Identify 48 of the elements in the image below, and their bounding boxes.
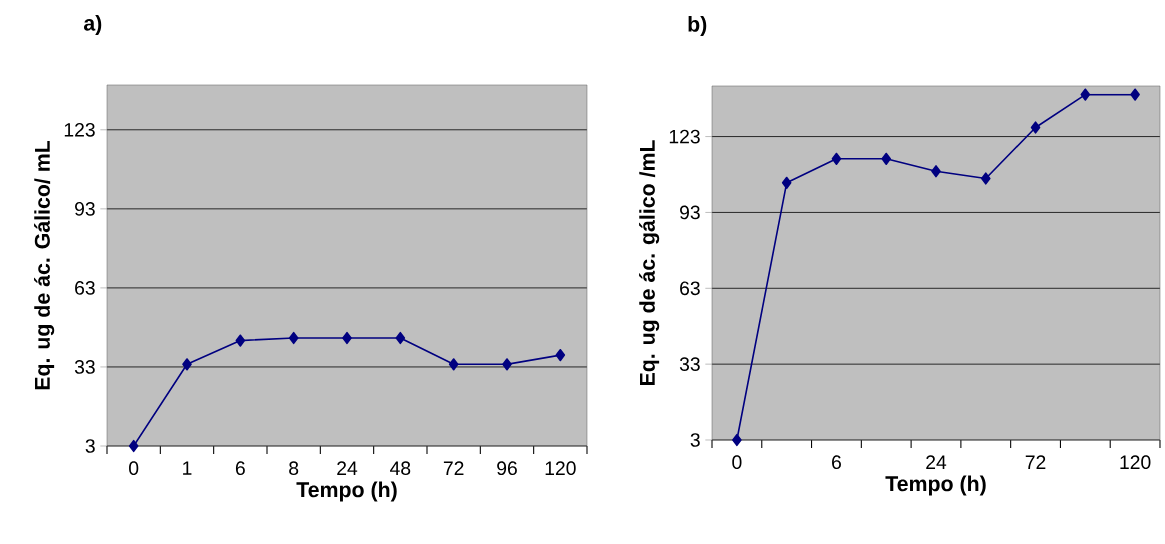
y-tick-label: 123: [669, 129, 700, 144]
point: [235, 334, 246, 347]
point: [881, 152, 892, 165]
point: [1080, 88, 1091, 101]
point: [555, 348, 566, 362]
chart-title: a): [83, 15, 102, 35]
x-tick-label: 8: [289, 461, 299, 476]
y-tick-label: 63: [75, 281, 95, 295]
x-axis-title: Tempo (h): [885, 475, 986, 496]
x-tick-label: 0: [732, 455, 742, 470]
point: [831, 152, 842, 165]
x-tick-label: 120: [545, 461, 576, 476]
point: [342, 331, 352, 345]
x-tick-label: 6: [832, 455, 841, 470]
point: [182, 358, 192, 371]
y-axis-title: Eq. ug de ác. Gálico/ mL: [34, 140, 55, 390]
y-tick-label: 123: [64, 122, 95, 137]
x-tick-label: 24: [926, 455, 947, 469]
x-tick-label: 6: [235, 461, 245, 476]
x-tick-label: 72: [1025, 455, 1046, 469]
x-tick-label: 120: [1120, 455, 1151, 470]
chart-title: b): [688, 16, 707, 36]
point: [288, 331, 299, 345]
point: [781, 176, 792, 189]
point: [980, 172, 991, 185]
y-tick-label: 63: [680, 281, 700, 296]
x-tick-label: 24: [337, 461, 358, 475]
x-tick-label: 1: [183, 461, 192, 475]
point: [732, 433, 742, 447]
point: [502, 358, 512, 371]
point: [128, 439, 139, 453]
y-tick-label: 33: [74, 360, 95, 374]
point: [395, 331, 406, 345]
point: [448, 358, 459, 371]
point: [1030, 121, 1041, 134]
x-tick-label: 96: [497, 461, 517, 476]
x-tick-label: 72: [443, 461, 464, 475]
point: [931, 165, 941, 178]
y-tick-label: 93: [75, 201, 95, 216]
y-tick-label: 3: [85, 439, 95, 453]
x-tick-label: 0: [129, 461, 139, 476]
y-tick-label: 33: [679, 357, 700, 371]
x-tick-label: 48: [390, 461, 411, 476]
x-axis-title: Tempo (h): [296, 481, 397, 502]
y-tick-label: 3: [690, 433, 700, 447]
y-tick-label: 93: [680, 205, 700, 220]
y-axis-title: Eq. ug de ác. gálico /mL: [639, 140, 660, 386]
point: [1130, 88, 1140, 101]
